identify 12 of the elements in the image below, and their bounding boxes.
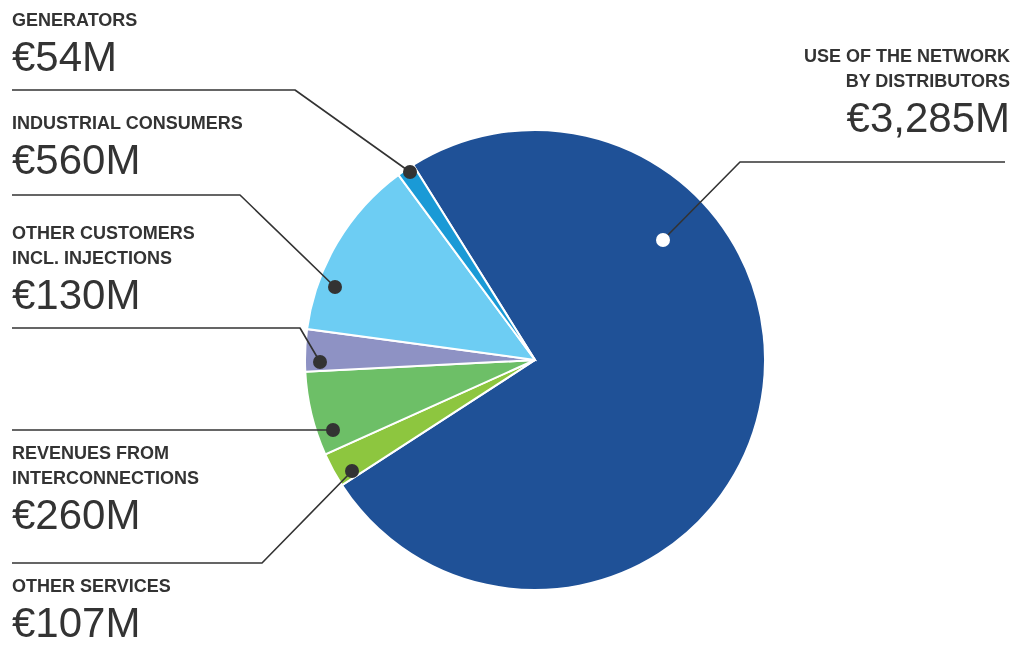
slice-label: REVENUES FROM INTERCONNECTIONS xyxy=(12,442,200,490)
data-label: €260M xyxy=(12,491,142,539)
slice-label: OTHER CUSTOMERS INCL. INJECTIONS xyxy=(12,222,196,270)
data-label: €130M xyxy=(12,271,142,319)
slice-label: USE OF THE NETWORK BY DISTRIBUTORS xyxy=(803,45,1010,93)
data-label: €107M xyxy=(12,599,142,647)
data-label: €560M xyxy=(12,136,142,184)
slice-label: GENERATORS xyxy=(12,9,139,32)
slice-label: INDUSTRIAL CONSUMERS xyxy=(12,112,244,135)
data-label: €3,285M xyxy=(845,94,1010,142)
slice-label: OTHER SERVICES xyxy=(12,575,172,598)
data-label: €54M xyxy=(12,33,119,81)
